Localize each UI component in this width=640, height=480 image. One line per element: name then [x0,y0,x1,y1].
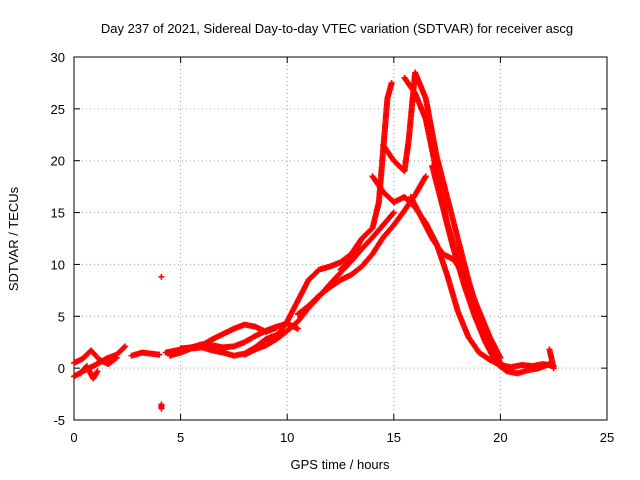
data-point-marker [158,273,165,280]
series-arc-2 [71,347,120,367]
chart-title: Day 237 of 2021, Sidereal Day-to-day VTE… [101,21,573,36]
series-arc-19 [546,346,557,372]
data-point-marker [122,343,129,350]
data-point-marker [158,405,165,412]
data-point-marker [550,365,557,372]
data-point-marker [471,297,478,304]
data-points [71,69,557,412]
y-tick-label: 20 [51,154,65,169]
y-tick-label: 10 [51,257,65,272]
data-point-marker [388,79,395,86]
series-arc-3 [77,363,101,382]
x-tick-label: 5 [177,430,184,445]
x-axis-label: GPS time / hours [291,457,390,472]
x-tick-label: 15 [387,430,401,445]
series-arc-6 [158,401,165,412]
grid-lines [74,57,607,420]
data-point-marker [390,209,397,216]
series-arc-4 [128,349,163,359]
y-tick-label: 0 [58,361,65,376]
series-arc-12 [294,173,429,318]
series-arc-18 [429,162,553,377]
data-point-marker [94,368,101,375]
y-tick-label: 25 [51,102,65,117]
data-point-marker [389,210,396,217]
x-tick-label: 0 [70,430,77,445]
axis-ticks: 0 5 10 15 20 25 -5 0 5 10 15 20 25 30 [51,50,615,445]
series-arc-5 [158,273,165,280]
data-point-marker [497,354,504,361]
data-point-marker [422,173,429,180]
y-tick-label: 5 [58,309,65,324]
series-arc-11 [273,235,365,341]
data-point-marker [113,354,120,361]
series-arc-10 [241,209,397,358]
data-point-marker [121,344,128,351]
plot-frame [73,56,608,421]
y-axis-label: SDTVAR / TECUs [6,186,21,291]
data-point-marker [294,325,301,332]
data-point-marker [156,351,163,358]
x-tick-label: 25 [600,430,614,445]
y-tick-label: 30 [51,50,65,65]
x-tick-label: 10 [280,430,294,445]
y-tick-label: -5 [53,413,65,428]
x-tick-label: 20 [493,430,507,445]
series-arc-13 [337,79,395,273]
y-tick-label: 15 [51,206,65,221]
